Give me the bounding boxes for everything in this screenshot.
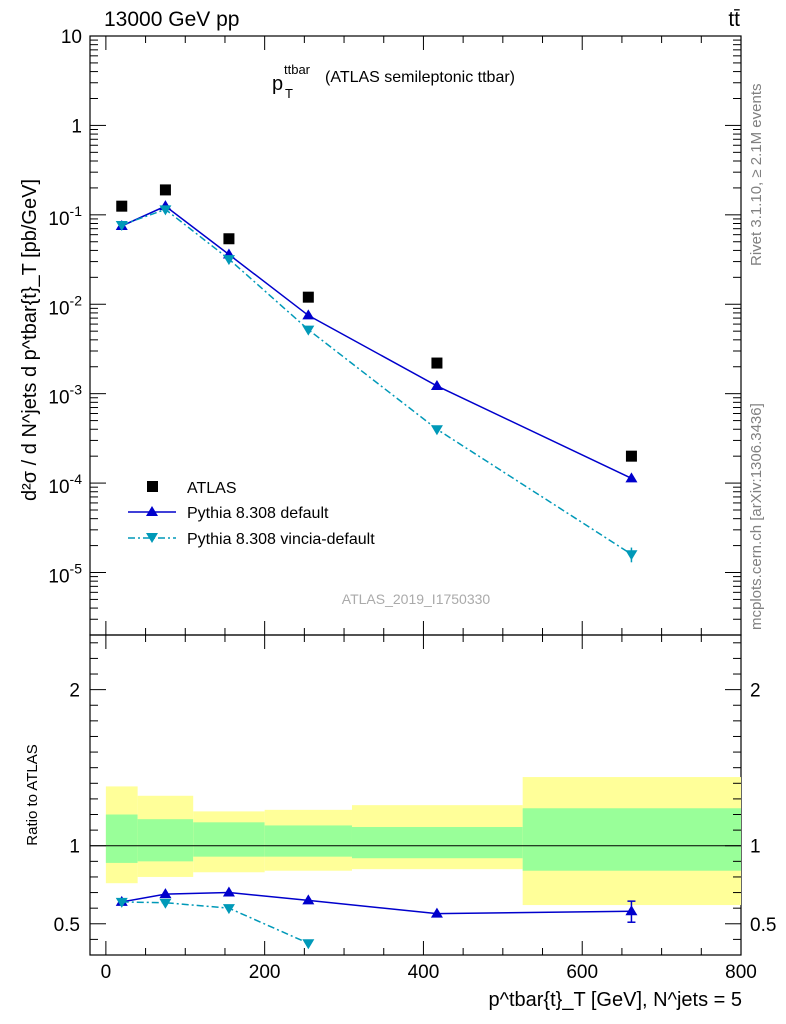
- legend-label-vincia: Pythia 8.308 vincia-default: [187, 531, 375, 548]
- pythia-vincia-point: [222, 255, 235, 266]
- ratio-series-layer: [115, 886, 638, 950]
- pythia-vincia-point: [115, 220, 128, 231]
- x-tick-label: 800: [725, 962, 757, 983]
- ratio-tick-label-left: 1: [69, 837, 80, 858]
- atlas-data-point: [159, 184, 171, 196]
- pythia-default-point: [302, 309, 315, 320]
- legend-marker-default: [146, 506, 158, 516]
- y-tick-label: 10-1: [48, 203, 82, 230]
- y-tick-label: 10-2: [48, 292, 82, 319]
- x-tick-label: 0: [101, 962, 112, 983]
- y-tick-label: 10-3: [48, 382, 82, 409]
- ratio-vincia-point: [159, 898, 172, 909]
- atlas-data-point: [625, 450, 637, 462]
- ratio-uncertainty-bands: [105, 777, 741, 906]
- atlas-data-point: [116, 200, 128, 212]
- pythia-default-point: [625, 472, 638, 483]
- y-axis-label-main-text: d²σ / d N^jets d p^tbar{t}_T [pb/GeV]: [19, 179, 41, 501]
- x-tick-label: 400: [408, 962, 440, 983]
- y-tick-label: 10: [61, 27, 82, 48]
- y-axis-label-main: d²σ / d N^jets d p^tbar{t}_T [pb/GeV]: [19, 179, 41, 501]
- y-tick-label: 10-4: [48, 471, 82, 498]
- ratio-default-point: [159, 888, 172, 899]
- pythia-default-point: [430, 379, 443, 390]
- pythia-vincia-point: [159, 205, 172, 216]
- process-label: tt̄: [728, 8, 740, 31]
- x-tick-label: 200: [249, 962, 281, 983]
- band-inner-3: [264, 825, 352, 857]
- band-inner-2: [193, 822, 265, 857]
- ratio-tick-label-right: 0.5: [750, 915, 776, 936]
- side-text-mcplots: mcplots.cern.ch [arXiv:1306.3436]: [748, 403, 765, 630]
- main-axis-ticks: 10-5 10-4 10-3 10-2 10-1 1 10: [48, 27, 741, 636]
- plot-title-main: p: [272, 73, 283, 95]
- band-inner-1: [137, 819, 194, 862]
- legend-label-default: Pythia 8.308 default: [187, 505, 329, 522]
- atlas-data-point: [302, 291, 314, 303]
- atlas-data-point: [223, 233, 235, 245]
- band-inner-0: [105, 814, 138, 863]
- y-tick-label: 10-5: [48, 561, 82, 588]
- y-tick-label: 1: [71, 116, 82, 137]
- plot-title-rest: (ATLAS semileptonic ttbar): [325, 69, 515, 86]
- legend-marker-atlas: [147, 481, 158, 492]
- x-axis-label: p^tbar{t}_T [GeV], N^jets = 5: [488, 989, 742, 1011]
- ratio-axis-ticks: 0.5 0.5 1 1 2 2: [54, 642, 776, 956]
- side-text-rivet: Rivet 3.1.10, ≥ 2.1M events: [748, 84, 765, 267]
- pythia-default-line: [121, 205, 632, 480]
- ratio-vincia-point: [302, 939, 315, 950]
- pythia-vincia-point: [430, 425, 443, 436]
- ratio-default-point: [302, 894, 315, 905]
- legend: ATLAS Pythia 8.308 default Pythia 8.308 …: [128, 480, 375, 548]
- ratio-tick-label-right: 2: [750, 681, 761, 702]
- legend-marker-vincia: [146, 533, 158, 543]
- legend-label-atlas: ATLAS: [187, 480, 237, 497]
- analysis-watermark: ATLAS_2019_I1750330: [342, 591, 491, 607]
- band-inner-4: [351, 827, 523, 859]
- x-axis-ticks: 0 200 400 600 800: [101, 36, 757, 983]
- ratio-vincia-line: [121, 901, 309, 944]
- ratio-tick-label-right: 1: [750, 837, 761, 858]
- pythia-vincia-line: [121, 208, 632, 555]
- energy-label: 13000 GeV pp: [104, 8, 239, 31]
- band-inner-5: [522, 808, 741, 871]
- main-series-layer: [115, 184, 638, 563]
- atlas-data-point: [431, 357, 443, 369]
- x-tick-label: 600: [566, 962, 598, 983]
- ratio-default-line: [121, 891, 632, 915]
- y-axis-label-ratio: Ratio to ATLAS: [24, 744, 41, 845]
- ratio-vincia-point: [115, 897, 128, 908]
- ratio-tick-label-left: 0.5: [54, 915, 80, 936]
- ratio-vincia-point: [222, 904, 235, 915]
- pythia-vincia-point: [302, 325, 315, 336]
- ratio-default-point: [222, 886, 235, 897]
- plot-title-sup: ttbar: [284, 62, 311, 77]
- plot-title-sub: T: [285, 86, 293, 101]
- ratio-tick-label-left: 2: [69, 681, 80, 702]
